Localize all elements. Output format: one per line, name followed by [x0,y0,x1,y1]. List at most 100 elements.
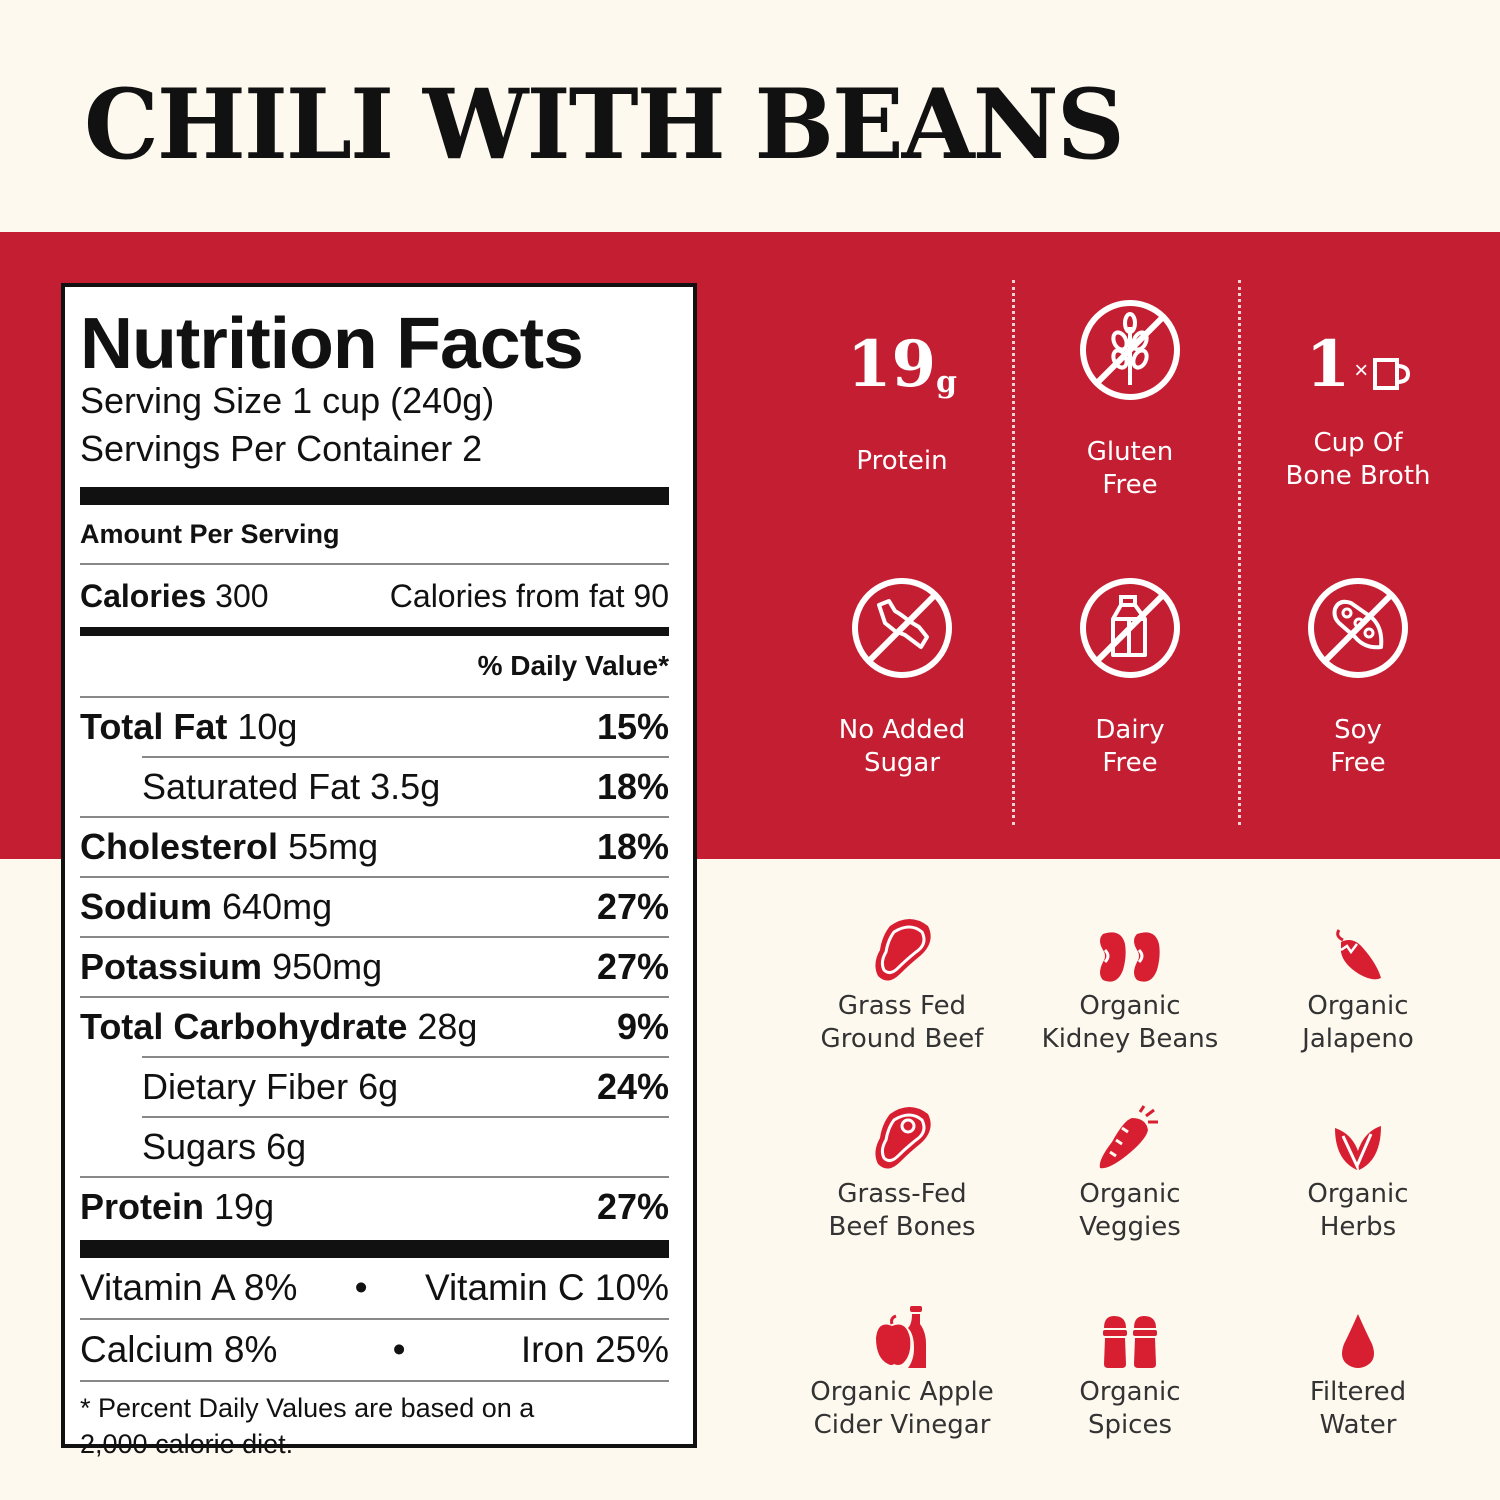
badge-label: Free [1102,470,1158,500]
dotted-divider [1238,280,1241,825]
divider [80,816,669,818]
nutrient-amount: 19g [214,1186,275,1227]
page-title: CHILI WITH BEANS [84,68,1125,181]
water-drop-icon [1342,1314,1374,1368]
ingredient-grass-fed-beef-bones: Grass-Fed Beef Bones [788,1100,1016,1244]
nutrient-percent: 27% [596,886,669,927]
vitamin-c: Vitamin C 10% [424,1267,669,1308]
bullet: • [354,1267,368,1308]
ingredient-organic-spices: Organic Spices [1016,1298,1244,1442]
nutrient-row: Cholesterol 55mg 18% [80,818,669,876]
medium-divider [80,627,669,636]
ingredient-label: Organic [1079,991,1181,1021]
nutrient-percent: 18% [596,826,669,867]
nutrient-amount: 6g [358,1066,399,1107]
badge-soy-free: Soy Free [1244,575,1472,780]
bullet: • [392,1329,406,1370]
thick-divider [80,487,669,505]
servings-per-container: Servings Per Container 2 [80,428,483,469]
badge-bone-broth: 1 × Cup Of Bone Broth [1244,325,1472,493]
nutrient-name: Cholesterol [80,826,279,867]
shakers-icon [1103,1316,1157,1368]
ingredient-label: Herbs [1319,1212,1397,1242]
badge-label: Free [1330,748,1386,778]
ingredient-label: Water [1319,1410,1397,1440]
nutrient-row: Sugars 6g [80,1118,669,1176]
divider [142,756,669,758]
ingredient-label: Cider Vinegar [813,1410,991,1440]
nutrient-name: Sodium [80,886,212,927]
nutrient-amount: 55mg [288,826,379,867]
nutrient-row: Total Fat 10g 15% [80,698,669,756]
minerals-row: Calcium 8% • Iron 25% [80,1320,669,1380]
no-milk-icon [1080,578,1180,678]
ingredient-organic-jalapeno: Organic Jalapeno [1244,912,1472,1056]
nutrition-facts-label: Nutrition Facts Serving Size 1 cup (240g… [61,283,697,1459]
calcium: Calcium 8% [80,1329,278,1370]
vitamin-a: Vitamin A 8% [80,1267,298,1308]
daily-value-header: % Daily Value* [477,650,669,681]
badge-label: Free [1102,748,1158,778]
nutrient-row: Dietary Fiber 6g 24% [80,1058,669,1116]
ingredient-filtered-water: Filtered Water [1244,1298,1472,1442]
iron: Iron 25% [520,1329,669,1370]
footnote-line: * Percent Daily Values are based on a [80,1393,535,1423]
ingredient-label: Spices [1087,1410,1173,1440]
badge-protein: 19g Protein [788,325,1016,478]
nutrient-name: Total Carbohydrate [80,1006,408,1047]
serving-size: Serving Size 1 cup (240g) [80,380,495,421]
times-sign: × [1354,357,1369,384]
footnote: * Percent Daily Values are based on a 2,… [80,1382,669,1462]
protein-amount: 19g [846,327,958,402]
nutrition-heading: Nutrition Facts [80,304,584,384]
ingredient-label: Beef Bones [828,1212,976,1242]
calories-label: Calories [80,577,207,614]
badge-label: Gluten [1086,437,1174,467]
ingredient-label: Organic [1307,991,1409,1021]
nutrient-name: Potassium [80,946,263,987]
ingredient-label: Organic [1307,1179,1409,1209]
pepper-icon [1336,929,1381,980]
nutrient-amount: 28g [417,1006,478,1047]
badge-label: Protein [856,446,948,476]
nutrient-name: Sugars [142,1126,257,1167]
divider [80,936,669,938]
ingredient-organic-kidney-beans: Organic Kidney Beans [1016,912,1244,1056]
badge-label: No Added [838,715,966,745]
ingredient-label: Grass Fed [837,991,967,1021]
ingredient-organic-herbs: Organic Herbs [1244,1100,1472,1244]
badge-dairy-free: Dairy Free [1016,575,1244,780]
nutrient-percent: 9% [616,1006,669,1047]
nutrient-name: Dietary Fiber [142,1066,349,1107]
nutrient-row: Total Carbohydrate 28g 9% [80,998,669,1056]
bone-steak-icon [875,1107,931,1169]
badge-label: Dairy [1095,715,1165,745]
ingredient-grass-fed-ground-beef: Grass Fed Ground Beef [788,912,1016,1056]
badge-no-added-sugar: No Added Sugar [788,575,1016,780]
divider [142,1116,669,1118]
divider [142,1056,669,1058]
ingredient-label: Organic Apple [810,1377,994,1407]
ingredient-label: Filtered [1309,1377,1407,1407]
ingredient-organic-apple-cider-vinegar: Organic Apple Cider Vinegar [788,1298,1016,1442]
nutrient-amount: 950mg [272,946,383,987]
divider [80,696,669,698]
divider [80,1318,669,1320]
calories-row: Calories 300 Calories from fat 90 [80,565,669,627]
no-soy-icon [1308,578,1408,678]
ingredient-label: Ground Beef [820,1024,984,1054]
nutrient-percent: 15% [596,706,669,747]
nutrient-percent: 27% [596,946,669,987]
ingredient-label: Veggies [1079,1212,1181,1242]
nutrient-percent: 18% [596,766,669,807]
ingredient-organic-veggies: Organic Veggies [1016,1100,1244,1244]
no-candy-icon [852,578,952,678]
apple-bottle-icon [876,1306,926,1368]
badge-label: Sugar [863,748,941,778]
nutrient-amount: 10g [237,706,298,747]
divider [80,1176,669,1178]
cup-count: 1 [1305,327,1351,402]
nutrient-name: Protein [80,1186,205,1227]
ingredient-label: Organic [1079,1377,1181,1407]
dotted-divider [1012,280,1015,825]
